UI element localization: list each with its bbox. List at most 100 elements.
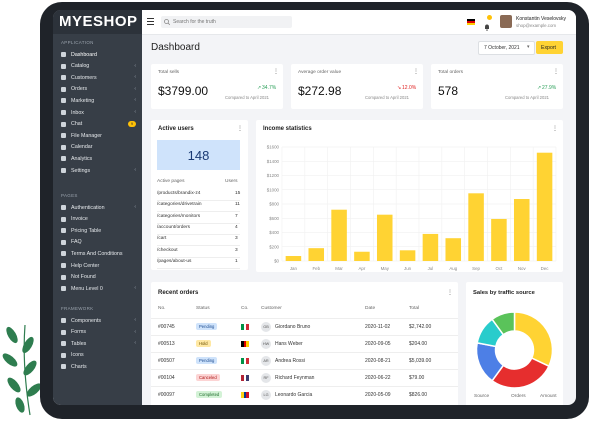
order-number[interactable]: #00507 [158,358,175,364]
sidebar-item-dashboard[interactable]: Dashboard [53,49,142,60]
sidebar-item-forms[interactable]: Forms ‹ [53,327,142,338]
logo-text: MYESHOP [59,13,138,30]
order-total: $2,742.00 [409,324,432,330]
sidebar-item-faq[interactable]: FAQ [53,237,142,248]
sidebar-item-menu-level-0[interactable]: Menu Level 0 ‹ [53,283,142,294]
date-picker[interactable]: 7 October, 2021 ▾ [478,41,535,55]
menu-icon[interactable] [147,17,154,25]
sidebar-item-settings[interactable]: Settings ‹ [53,165,142,176]
recent-orders-card: Recent orders ⋮ No. Status Co. Customer Date… [151,282,458,405]
bar-jun[interactable] [399,250,416,261]
customer-name[interactable]: Richard Feynman [275,375,315,381]
chevron-left-icon: ‹ [134,85,136,92]
menu-level-0-icon [61,286,66,292]
sidebar-section-title: PAGES [61,193,78,198]
order-date: 2020-08-21 [365,358,391,364]
table-row[interactable]: /cart 3 [157,235,240,247]
sidebar-item-marketing[interactable]: Marketing ‹ [53,95,142,106]
customer-name[interactable]: Andrea Rossi [275,358,306,364]
bell-icon[interactable] [484,15,492,31]
bar-jul[interactable] [422,233,439,261]
order-number[interactable]: #00745 [158,324,175,330]
customer-name[interactable]: Giordano Bruno [275,324,311,330]
traffic-card: Sales by traffic source Source Orders Am… [466,282,563,405]
sidebar-item-not-found[interactable]: Not Found [53,272,142,283]
table-row[interactable]: /account/orders 4 [157,224,240,235]
stat-label: Total orders [438,70,464,75]
bar-dec[interactable] [536,152,553,261]
more-icon[interactable]: ⋮ [553,69,559,75]
donut-slice[interactable] [491,311,516,336]
x-tick-label: Apr [358,266,365,271]
bar-oct[interactable] [491,218,507,261]
export-button[interactable]: Export [536,41,563,54]
sidebar-item-tables[interactable]: Tables ‹ [53,338,142,349]
bar-apr[interactable] [354,251,370,261]
user-email: shop@example.com [516,23,557,28]
table-row[interactable]: #00513 Hold HW Hans Weber 2020-09-05 $204.00 [151,335,458,352]
sidebar-item-components[interactable]: Components ‹ [53,315,142,326]
sidebar-item-icons[interactable]: Icons [53,350,142,361]
card-title: Income statistics [263,126,312,132]
sidebar-item-chat[interactable]: Chat 9 [53,119,142,130]
order-number[interactable]: #00104 [158,375,175,381]
bar-mar[interactable] [331,209,347,261]
table-row[interactable]: #00097 Completed LG Leonardo Garcia 2020-05-… [151,386,458,403]
bar-sep[interactable] [468,193,484,261]
sidebar-item-label: Chat [71,121,83,128]
sidebar-item-catalog[interactable]: Catalog ‹ [53,61,142,72]
order-number[interactable]: #00097 [158,392,175,398]
sidebar-item-terms-and-conditions[interactable]: Terms And Conditions [53,248,142,259]
donut-slice[interactable] [513,311,554,368]
bar-feb[interactable] [308,248,325,261]
table-row[interactable]: /categories/drivetrain 11 [157,201,240,213]
customer-name[interactable]: Hans Weber [275,341,303,347]
bar-jan[interactable] [285,256,302,261]
more-icon[interactable]: ⋮ [447,290,453,296]
sidebar-item-invoice[interactable]: Invoice [53,214,142,225]
logo[interactable]: MYESHOP [53,10,142,34]
trend-up-icon: ↗ [537,85,542,91]
page-path: /categories/monitors [157,213,201,219]
customer-name[interactable]: Leonardo Garcia [275,392,313,398]
sidebar-item-label: Invoice [71,216,88,223]
sidebar-item-analytics[interactable]: Analytics [53,153,142,164]
more-icon[interactable]: ⋮ [273,69,279,75]
sidebar-item-help-center[interactable]: Help Center [53,260,142,271]
sidebar-item-calendar[interactable]: Calendar [53,142,142,153]
column-header: Date [365,306,376,311]
sidebar-item-inbox[interactable]: Inbox ‹ [53,107,142,118]
more-icon[interactable]: ⋮ [237,126,243,132]
status-badge: Pending [196,323,218,330]
sidebar-item-authentication[interactable]: Authentication ‹ [53,202,142,213]
sidebar-section-title: APPLICATION [61,40,94,45]
table-row[interactable]: /products/brandix-z4 15 [157,190,240,201]
bar-may[interactable] [376,214,393,261]
order-number[interactable]: #00513 [158,341,175,347]
user-name: Konstantin Veselovsky [516,16,567,22]
table-row[interactable]: #00507 Pending AR Andrea Rossi 2020-08-21 $5,… [151,352,458,369]
sidebar-item-charts[interactable]: Charts [53,361,142,372]
avatar[interactable] [500,15,512,28]
sidebar-item-pricing-table[interactable]: Pricing Table [53,225,142,236]
more-icon[interactable]: ⋮ [413,69,419,75]
page-path: /products/brandix-z4 [157,191,201,196]
table-row[interactable]: /checkout 3 [157,247,240,258]
more-icon[interactable]: ⋮ [552,126,558,132]
table-row[interactable]: #00104 Canceled RF Richard Feynman 2020-06-2… [151,369,458,386]
chat-badge: 9 [128,120,136,127]
sidebar-item-customers[interactable]: Customers ‹ [53,72,142,83]
table-row[interactable]: #00745 Pending GB Giordano Bruno 2020-11-02 $… [151,318,458,335]
sidebar-item-file-manager[interactable]: File Manager [53,130,142,141]
col-users: Users [225,179,238,184]
sidebar-item-orders[interactable]: Orders ‹ [53,84,142,95]
bar-aug[interactable] [445,238,462,261]
table-row[interactable]: /pages/about-us 1 [157,258,240,269]
chevron-left-icon: ‹ [134,167,136,173]
y-tick-label: $800 [269,202,279,207]
table-row[interactable]: /categories/monitors 7 [157,213,240,224]
file-manager-icon [61,133,66,139]
bar-nov[interactable] [513,199,530,261]
language-flag-icon[interactable] [467,19,475,25]
search-input[interactable] [173,16,288,28]
